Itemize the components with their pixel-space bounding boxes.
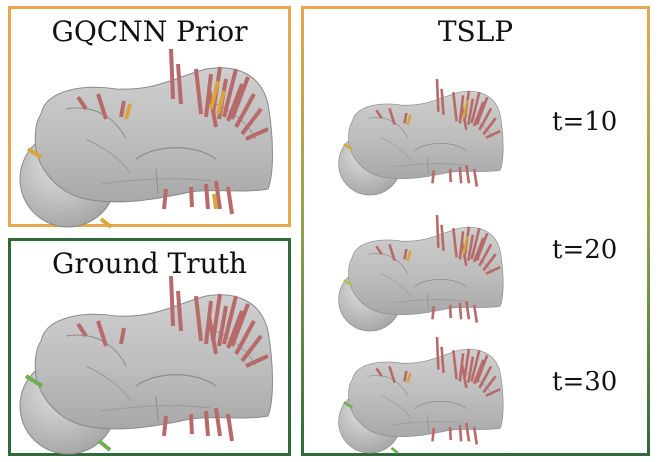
prior-grasp-6 bbox=[99, 217, 113, 229]
gqcnn-prior-title: GQCNN Prior bbox=[51, 15, 248, 48]
ground-truth-panel: Ground Truth bbox=[8, 238, 291, 456]
gqcnn-prior-mesh-render bbox=[18, 47, 275, 229]
tslp-t20-label: t=20 bbox=[552, 235, 618, 265]
tslp-t10-mesh-render bbox=[337, 77, 505, 197]
tslp-t30-mesh-render bbox=[337, 335, 505, 455]
tslp-title: TSLP bbox=[437, 15, 514, 48]
prior-grasp-5 bbox=[26, 147, 43, 159]
good-grasp-2 bbox=[97, 439, 112, 452]
gqcnn-prior-panel: GQCNN Prior bbox=[8, 6, 291, 229]
good-grasp-1 bbox=[24, 374, 44, 388]
prior-grasp-4 bbox=[212, 193, 218, 210]
tslp-t30-label: t=30 bbox=[552, 367, 618, 397]
prior-grasp-1 bbox=[209, 80, 220, 110]
prior-grasp-2 bbox=[216, 90, 226, 115]
tslp-panel: TSLP t=10 t=20 t=30 bbox=[301, 6, 650, 456]
prior-grasp-3 bbox=[124, 103, 132, 120]
ground-truth-title: Ground Truth bbox=[52, 247, 247, 280]
tslp-t10-label: t=10 bbox=[552, 107, 618, 137]
tslp-t20-mesh-render bbox=[337, 213, 505, 333]
ground-truth-mesh-render bbox=[18, 274, 275, 456]
